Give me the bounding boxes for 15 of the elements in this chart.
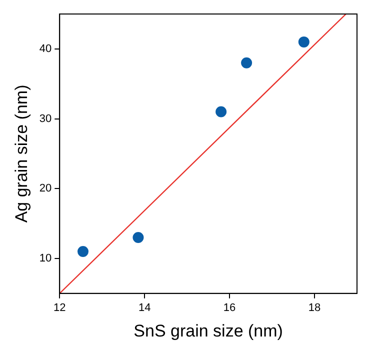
- point: [78, 246, 88, 257]
- point: [132, 232, 144, 244]
- x-tick-label: 18: [308, 302, 321, 314]
- x-tick-label: 14: [138, 302, 151, 314]
- y-tick-label: 30: [39, 112, 52, 125]
- point: [298, 36, 310, 48]
- y-axis-title: Ag grain size (nm): [12, 84, 31, 223]
- y-tick-label: 10: [39, 252, 52, 265]
- y-tick-label: 20: [39, 182, 52, 195]
- x-tick-label: 16: [223, 302, 236, 314]
- x-tick-label: 12: [54, 302, 66, 314]
- y-tick-label: 40: [39, 42, 52, 55]
- point: [216, 106, 227, 118]
- x-axis-title: SnS grain size (nm): [134, 321, 283, 340]
- point: [241, 57, 252, 68]
